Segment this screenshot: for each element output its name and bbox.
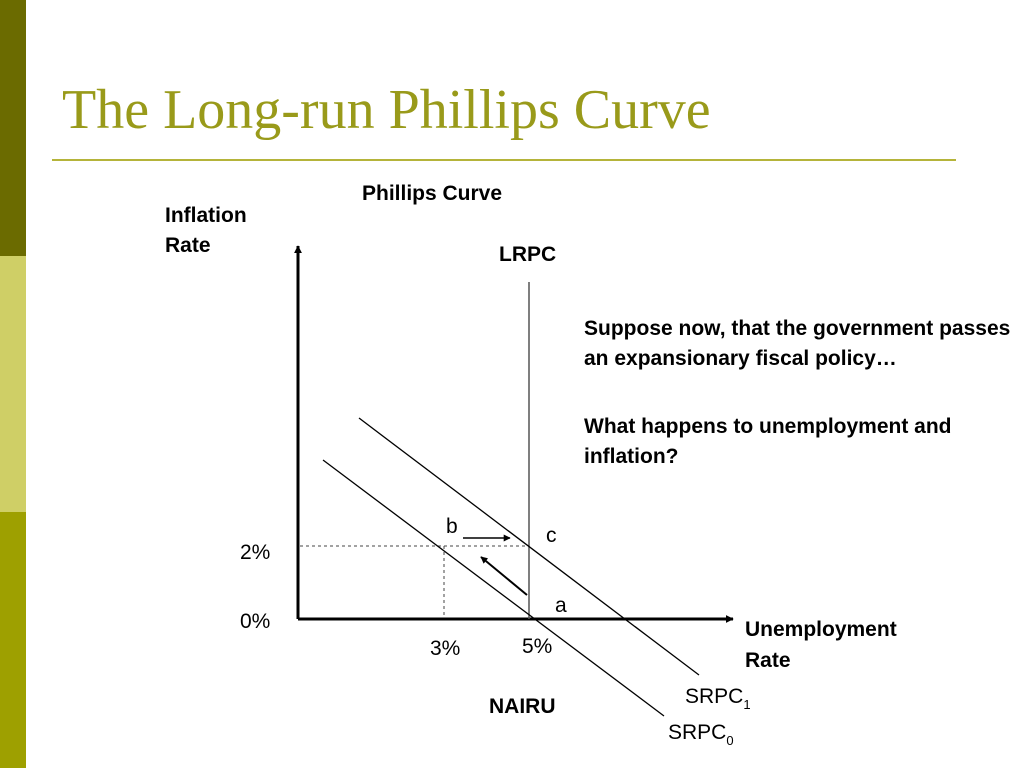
sidebar-band-mid [0,512,26,768]
srpc1-label: SRPC1 [685,685,751,712]
srpc0-label-sub: 0 [726,733,733,748]
y-tick-2-percent: 2% [240,541,270,564]
x-axis-label-line-2: Rate [745,649,791,672]
y-tick-0-percent: 0% [240,610,270,633]
point-c-label: c [546,524,557,547]
y-axis-label-line-2: Rate [165,234,211,257]
y-axis-label-line-1: Inflation [165,204,247,227]
slide-title: The Long-run Phillips Curve [62,79,711,141]
sidebar-band-dark [0,0,26,256]
x-tick-5-percent: 5% [522,635,552,658]
question-scenario: Suppose now, that the government passes … [584,317,1011,370]
sidebar-band-light [0,256,26,512]
srpc0-curve [322,459,665,717]
slide-sidebar [0,0,26,768]
diagram-heading: Phillips Curve [362,182,502,205]
nairu-label: NAIRU [489,695,556,718]
srpc1-curve [358,417,700,676]
title-underline [52,159,956,161]
srpc1-label-sub: 1 [743,697,750,712]
x-axis-label-line-1: Unemployment [745,618,897,641]
x-tick-3-percent: 3% [430,637,460,660]
question-text: Suppose now, that the government passes … [584,314,1014,472]
point-a-label: a [555,594,567,617]
lrpc-label: LRPC [499,243,556,266]
question-prompt: What happens to unemployment and inflati… [584,415,952,468]
point-b-label: b [446,515,458,538]
srpc0-label-base: SRPC [668,721,726,744]
srpc0-label: SRPC0 [668,721,734,748]
srpc1-label-base: SRPC [685,685,743,708]
movement-arrow-a-to-b [480,556,528,596]
